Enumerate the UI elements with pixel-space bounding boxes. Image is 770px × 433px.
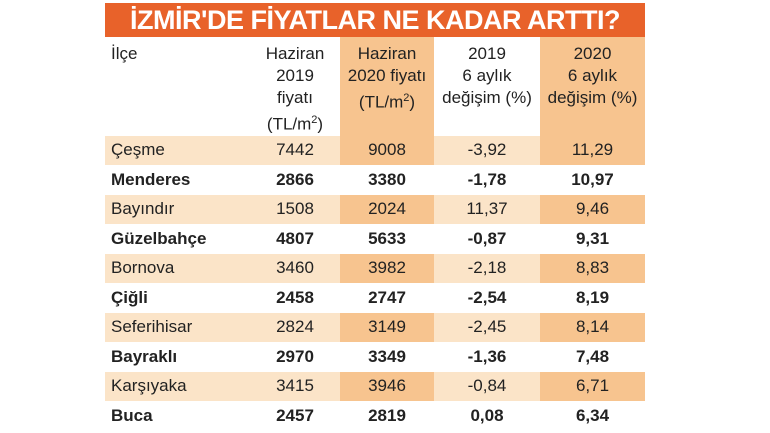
cell-district: Bayraklı [105, 342, 250, 372]
price-table-graphic: İZMİR'DE FİYATLAR NE KADAR ARTTI? İlçe H… [105, 3, 645, 431]
header-sup: 2 [403, 92, 410, 104]
cell-district: Buca [105, 401, 250, 431]
header-line: 2020 fiyatı [347, 66, 427, 85]
cell-price-2020: 2747 [340, 283, 434, 313]
header-sup: 2 [311, 114, 318, 126]
table-row: Çeşme 7442 9008 -3,92 11,29 [105, 135, 645, 166]
cell-district: Menderes [105, 165, 250, 195]
cell-price-2020: 9008 [340, 135, 434, 166]
cell-price-2019: 2866 [250, 165, 340, 195]
cell-change-2019: 11,37 [434, 194, 540, 225]
cell-price-2019: 2824 [250, 312, 340, 343]
header-line: (TL/m [358, 92, 404, 112]
table-row: Güzelbahçe 4807 5633 -0,87 9,31 [105, 224, 645, 254]
cell-change-2020: 6,71 [540, 371, 645, 402]
cell-change-2019: 0,08 [434, 401, 540, 431]
header-line: Haziran [357, 44, 417, 63]
table-row: Seferihisar 2824 3149 -2,45 8,14 [105, 312, 645, 343]
header-line: Haziran [265, 44, 325, 63]
cell-price-2019: 2458 [250, 283, 340, 313]
cell-district: Bayındır [105, 194, 250, 225]
cell-price-2020: 3149 [340, 312, 434, 343]
cell-district: Güzelbahçe [105, 224, 250, 254]
header-line: 6 aylık [567, 66, 618, 85]
header-line: değişim (%) [547, 88, 638, 107]
cell-price-2019: 2970 [250, 342, 340, 372]
table-row: Karşıyaka 3415 3946 -0,84 6,71 [105, 371, 645, 402]
header-line: ) [317, 114, 324, 134]
cell-district: Çiğli [105, 283, 250, 313]
cell-price-2019: 1508 [250, 194, 340, 225]
cell-change-2020: 7,48 [540, 342, 645, 372]
header-price-2020: Haziran 2020 fiyatı (TL/m2) [340, 37, 434, 136]
cell-price-2019: 2457 [250, 401, 340, 431]
cell-change-2020: 10,97 [540, 165, 645, 195]
header-line: değişim (%) [442, 88, 532, 107]
cell-change-2020: 9,46 [540, 194, 645, 225]
cell-price-2019: 3460 [250, 253, 340, 284]
header-row: İlçe Haziran 2019 fiyatı (TL/m2) Haziran 20… [105, 37, 645, 136]
cell-price-2019: 4807 [250, 224, 340, 254]
cell-change-2020: 8,83 [540, 253, 645, 284]
cell-change-2020: 11,29 [540, 135, 645, 166]
price-table: İlçe Haziran 2019 fiyatı (TL/m2) Haziran 20… [105, 37, 645, 431]
table-row: Bornova 3460 3982 -2,18 8,83 [105, 253, 645, 284]
header-change-2019: 2019 6 aylık değişim (%) [434, 37, 540, 136]
table-row: Çiğli 2458 2747 -2,54 8,19 [105, 283, 645, 313]
header-line: 2019 [468, 44, 506, 63]
cell-change-2019: -2,45 [434, 312, 540, 343]
cell-price-2020: 2819 [340, 401, 434, 431]
header-line: 2020 [573, 44, 612, 63]
cell-change-2019: -3,92 [434, 135, 540, 166]
cell-change-2020: 6,34 [540, 401, 645, 431]
cell-price-2020: 3946 [340, 371, 434, 402]
cell-price-2020: 3380 [340, 165, 434, 195]
cell-price-2019: 3415 [250, 371, 340, 402]
cell-price-2020: 3349 [340, 342, 434, 372]
cell-change-2019: -0,87 [434, 224, 540, 254]
header-line: ) [409, 92, 416, 112]
cell-district: Karşıyaka [105, 371, 250, 402]
header-price-2019: Haziran 2019 fiyatı (TL/m2) [250, 37, 340, 136]
cell-change-2019: -2,54 [434, 283, 540, 313]
header-line: (TL/m [266, 114, 312, 134]
cell-district: Seferihisar [105, 312, 250, 343]
cell-price-2020: 5633 [340, 224, 434, 254]
table-title: İZMİR'DE FİYATLAR NE KADAR ARTTI? [105, 3, 645, 37]
table-row: Bayraklı 2970 3349 -1,36 7,48 [105, 342, 645, 372]
header-line: 2019 fiyatı [276, 66, 314, 107]
cell-district: Çeşme [105, 135, 250, 166]
header-line: 6 aylık [462, 66, 512, 85]
cell-change-2020: 8,19 [540, 283, 645, 313]
cell-change-2020: 8,14 [540, 312, 645, 343]
header-district: İlçe [105, 37, 250, 136]
cell-price-2020: 3982 [340, 253, 434, 284]
cell-change-2020: 9,31 [540, 224, 645, 254]
table-row: Buca 2457 2819 0,08 6,34 [105, 401, 645, 431]
cell-price-2019: 7442 [250, 135, 340, 166]
table-row: Bayındır 1508 2024 11,37 9,46 [105, 194, 645, 225]
cell-change-2019: -2,18 [434, 253, 540, 284]
table-row: Menderes 2866 3380 -1,78 10,97 [105, 165, 645, 195]
cell-price-2020: 2024 [340, 194, 434, 225]
cell-change-2019: -1,36 [434, 342, 540, 372]
header-line: İlçe [111, 44, 138, 63]
cell-change-2019: -1,78 [434, 165, 540, 195]
cell-change-2019: -0,84 [434, 371, 540, 402]
header-change-2020: 2020 6 aylık değişim (%) [540, 37, 645, 136]
cell-district: Bornova [105, 253, 250, 284]
